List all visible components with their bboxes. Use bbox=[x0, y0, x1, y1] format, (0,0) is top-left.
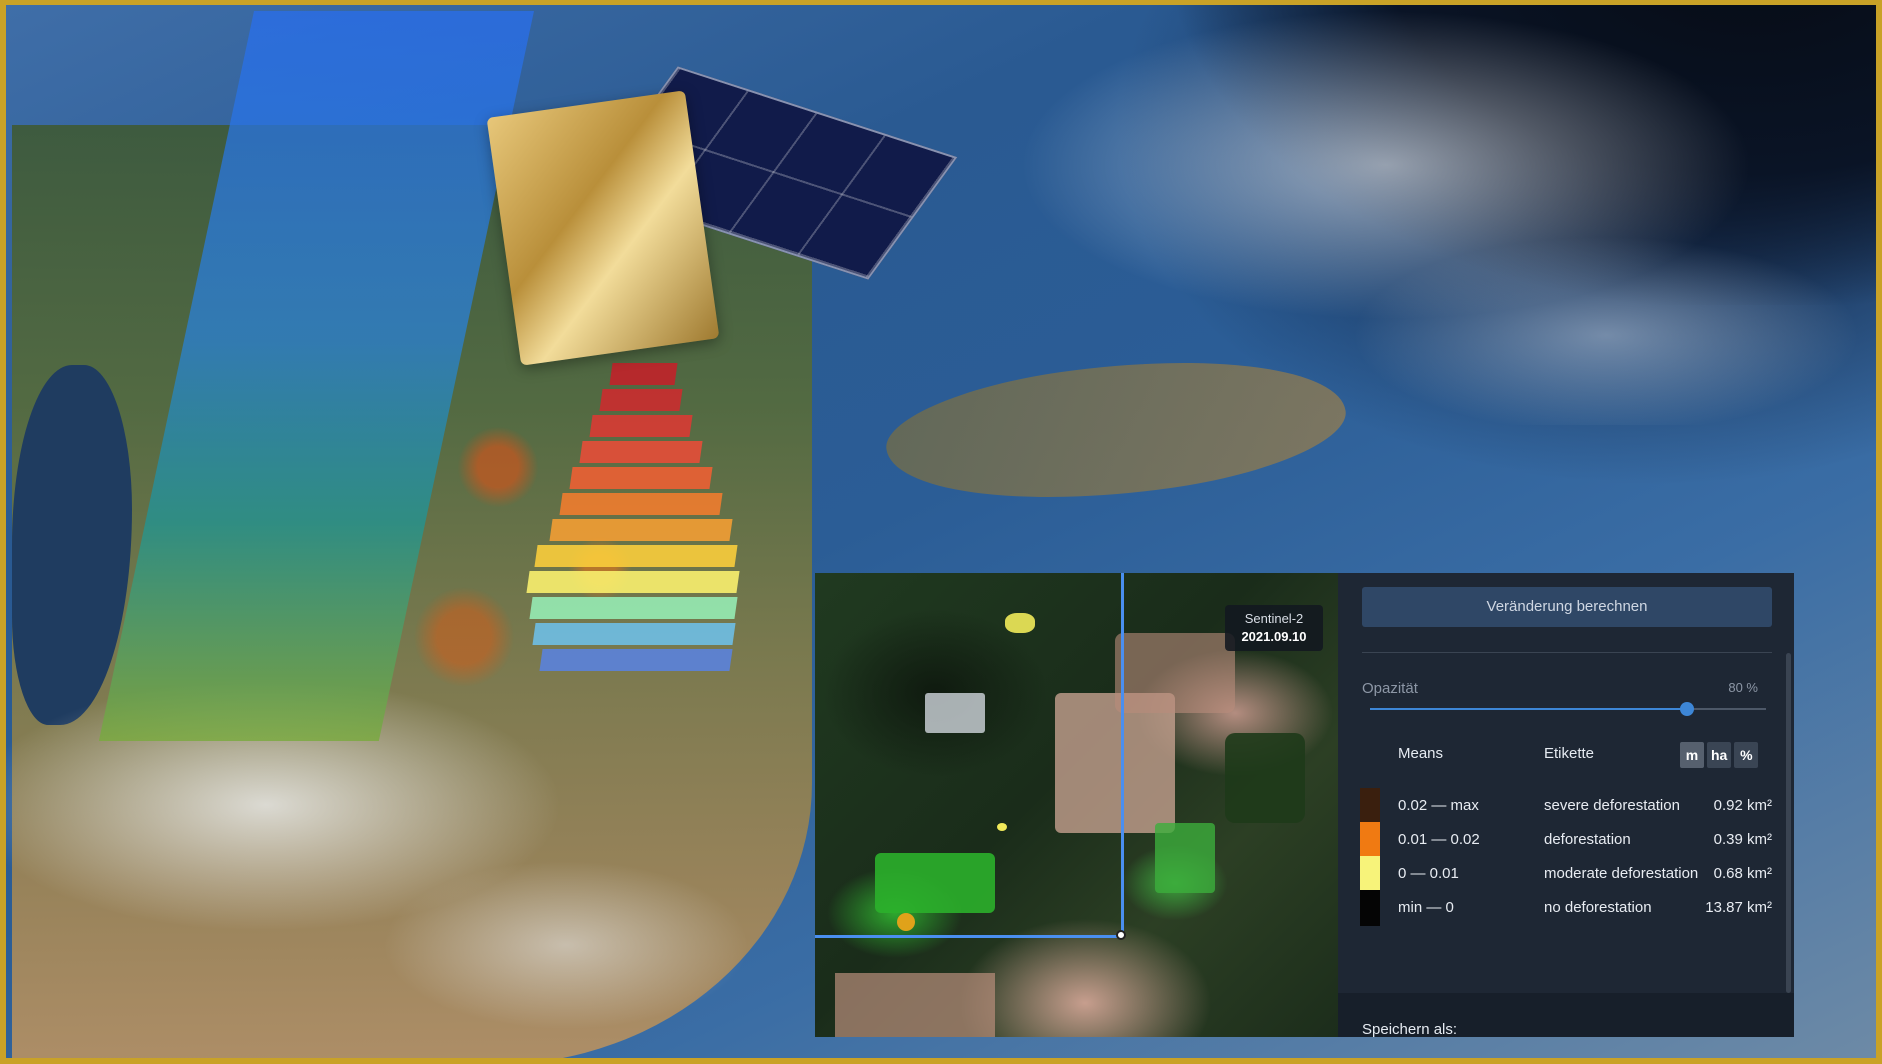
map-highlight bbox=[1005, 613, 1035, 633]
unit-toggle: m ha % bbox=[1680, 742, 1759, 768]
legend-row: 0.02 — max severe deforestation 0.92 km² bbox=[1338, 788, 1794, 826]
opacity-slider-handle[interactable] bbox=[1680, 702, 1694, 716]
color-swatch bbox=[1360, 822, 1380, 858]
spectral-band bbox=[589, 415, 693, 437]
spectral-band bbox=[539, 649, 733, 671]
unit-ha-button[interactable]: ha bbox=[1707, 742, 1732, 768]
class-label: no deforestation bbox=[1544, 899, 1652, 916]
mean-range: 0.01 — 0.02 bbox=[1398, 831, 1480, 848]
spectral-band bbox=[529, 597, 738, 619]
mean-range: 0 — 0.01 bbox=[1398, 865, 1459, 882]
cloud-layer bbox=[906, 5, 1876, 425]
save-section bbox=[1338, 993, 1794, 1037]
analysis-panel: Veränderung berechnen Opazität 80 % Mean… bbox=[1338, 573, 1794, 1037]
map-highlight bbox=[897, 913, 915, 931]
spectral-band bbox=[569, 467, 713, 489]
label-column-header: Etikette bbox=[1544, 745, 1595, 762]
opacity-label: Opazität bbox=[1362, 680, 1418, 697]
legend-row: 0 — 0.01 moderate deforestation 0.68 km² bbox=[1338, 856, 1794, 894]
spectral-band bbox=[526, 571, 740, 593]
opacity-value: 80 % bbox=[1728, 680, 1758, 695]
spectral-band bbox=[609, 363, 678, 385]
save-as-label: Speichern als: bbox=[1362, 1021, 1458, 1037]
spectral-band bbox=[599, 389, 683, 411]
legend-row: 0.01 — 0.02 deforestation 0.39 km² bbox=[1338, 822, 1794, 860]
compare-divider-horizontal[interactable] bbox=[815, 935, 1123, 938]
map-field bbox=[925, 693, 985, 733]
legend-row: min — 0 no deforestation 13.87 km² bbox=[1338, 890, 1794, 928]
map-highlight bbox=[997, 823, 1007, 831]
panel-scrollbar[interactable] bbox=[1786, 653, 1791, 993]
divider bbox=[1362, 652, 1772, 653]
area-value: 0.92 km² bbox=[1713, 797, 1772, 814]
map-field bbox=[835, 973, 995, 1037]
spectral-band bbox=[549, 519, 733, 541]
color-swatch bbox=[1360, 788, 1380, 824]
class-label: moderate deforestation bbox=[1544, 865, 1699, 882]
compare-divider-vertical[interactable] bbox=[1121, 573, 1124, 937]
spectral-band bbox=[559, 493, 723, 515]
area-value: 13.87 km² bbox=[1705, 899, 1772, 916]
color-swatch bbox=[1360, 856, 1380, 892]
class-label: deforestation bbox=[1544, 831, 1631, 848]
mean-range: 0.02 — max bbox=[1398, 797, 1479, 814]
unit-percent-button[interactable]: % bbox=[1734, 742, 1759, 768]
map-field bbox=[1225, 733, 1305, 823]
map-field bbox=[1055, 693, 1175, 833]
unit-m-button[interactable]: m bbox=[1680, 742, 1704, 768]
calculate-change-button[interactable]: Veränderung berechnen bbox=[1362, 587, 1772, 627]
image-date: 2021.09.10 bbox=[1241, 629, 1307, 644]
compare-handle[interactable] bbox=[1116, 930, 1126, 940]
image-date-badge: Sentinel-2 2021.09.10 bbox=[1225, 605, 1323, 651]
color-swatch bbox=[1360, 890, 1380, 926]
means-column-header: Means bbox=[1398, 745, 1444, 762]
spectral-band bbox=[532, 623, 736, 645]
map-field bbox=[1115, 633, 1235, 713]
map-field bbox=[875, 853, 995, 913]
opacity-slider-fill bbox=[1370, 708, 1687, 710]
sensor-name: Sentinel-2 bbox=[1244, 611, 1304, 626]
area-value: 0.39 km² bbox=[1713, 831, 1772, 848]
satellite-image bbox=[486, 90, 720, 366]
area-value: 0.68 km² bbox=[1713, 865, 1772, 882]
map-view[interactable]: Sentinel-2 2021.09.10 bbox=[815, 573, 1338, 1037]
mean-range: min — 0 bbox=[1398, 899, 1454, 916]
class-label: severe deforestation bbox=[1544, 797, 1680, 814]
map-field bbox=[1155, 823, 1215, 893]
spectral-band bbox=[579, 441, 703, 463]
spectral-band bbox=[534, 545, 738, 567]
